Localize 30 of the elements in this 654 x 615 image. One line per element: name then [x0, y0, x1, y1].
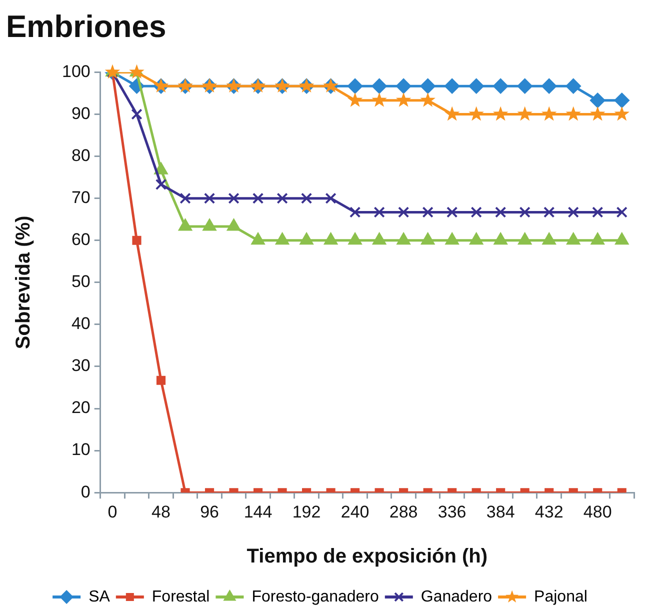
y-tick-label: 50: [71, 272, 90, 292]
x-tick-label: 240: [340, 502, 370, 522]
y-tick-label: 90: [71, 104, 90, 123]
x-tick-label: 48: [152, 502, 170, 522]
legend-label: Pajonal: [534, 588, 588, 606]
legend-label: Foresto-ganadero: [252, 588, 379, 606]
x-tick-label: 144: [244, 502, 272, 522]
y-tick-label: 100: [62, 62, 90, 81]
x-tick-label: 432: [534, 502, 564, 522]
x-tick-label: 480: [583, 502, 612, 522]
legend-label: Forestal: [152, 588, 210, 606]
y-tick-label: 40: [71, 314, 90, 334]
x-tick-label: 336: [438, 502, 466, 522]
y-axis-title: Sobrevida (%): [12, 216, 35, 350]
y-tick-label: 80: [71, 146, 90, 165]
y-tick-label: 0: [80, 482, 90, 502]
legend-label: SA: [88, 588, 110, 606]
y-tick-label: 20: [71, 398, 90, 418]
x-tick-label: 192: [292, 502, 321, 522]
y-tick-label: 70: [71, 188, 90, 208]
x-tick-label: 384: [486, 502, 515, 522]
legend-label: Ganadero: [420, 588, 492, 606]
chart-title: Embriones: [6, 9, 166, 44]
y-tick-label: 10: [71, 440, 90, 460]
x-tick-label: 0: [108, 502, 118, 522]
x-tick-label: 96: [200, 502, 219, 522]
y-tick-label: 30: [71, 356, 90, 376]
x-tick-label: 288: [389, 502, 418, 522]
y-tick-label: 60: [71, 230, 90, 250]
x-axis-title: Tiempo de exposición (h): [246, 546, 488, 568]
